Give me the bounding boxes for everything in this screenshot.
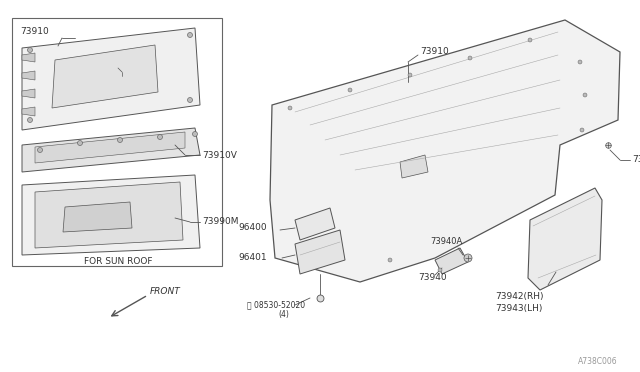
Circle shape <box>464 254 472 262</box>
Circle shape <box>583 93 587 97</box>
Text: FOR SUN ROOF: FOR SUN ROOF <box>84 257 152 266</box>
Text: 73910: 73910 <box>20 28 49 36</box>
Circle shape <box>38 148 42 153</box>
Circle shape <box>77 141 83 145</box>
Text: FRONT: FRONT <box>150 288 180 296</box>
Text: (4): (4) <box>278 311 289 320</box>
Circle shape <box>28 118 33 122</box>
Polygon shape <box>22 89 35 98</box>
Polygon shape <box>22 128 200 172</box>
Text: 73943(LH): 73943(LH) <box>495 304 542 312</box>
Polygon shape <box>270 20 620 282</box>
Circle shape <box>157 135 163 140</box>
Circle shape <box>193 131 198 137</box>
Polygon shape <box>295 230 345 274</box>
Text: A738C006: A738C006 <box>579 357 618 366</box>
Circle shape <box>28 48 33 52</box>
Polygon shape <box>22 71 35 80</box>
Text: Ⓢ 08530-52020: Ⓢ 08530-52020 <box>247 301 305 310</box>
Polygon shape <box>35 182 183 248</box>
Circle shape <box>438 268 442 272</box>
Text: 73940: 73940 <box>418 273 447 282</box>
Polygon shape <box>400 155 428 178</box>
Polygon shape <box>35 132 185 163</box>
Polygon shape <box>52 45 158 108</box>
Circle shape <box>528 38 532 42</box>
Polygon shape <box>295 208 335 240</box>
Circle shape <box>288 106 292 110</box>
Polygon shape <box>22 175 200 255</box>
Circle shape <box>580 128 584 132</box>
Polygon shape <box>528 188 602 290</box>
Circle shape <box>408 73 412 77</box>
Text: 73910V: 73910V <box>202 151 237 160</box>
Text: 73940A: 73940A <box>430 237 462 247</box>
Text: 73910: 73910 <box>420 48 449 57</box>
Text: 96400: 96400 <box>238 224 267 232</box>
Text: 73910F: 73910F <box>632 155 640 164</box>
Bar <box>12 18 222 266</box>
Circle shape <box>578 60 582 64</box>
Polygon shape <box>22 107 35 116</box>
Circle shape <box>468 56 472 60</box>
Text: 73942(RH): 73942(RH) <box>495 292 543 301</box>
Circle shape <box>388 258 392 262</box>
Circle shape <box>188 32 193 38</box>
Circle shape <box>118 138 122 142</box>
Circle shape <box>188 97 193 103</box>
Circle shape <box>348 88 352 92</box>
Polygon shape <box>22 53 35 62</box>
Polygon shape <box>435 248 468 274</box>
Text: 73990M: 73990M <box>202 218 239 227</box>
Text: 96401: 96401 <box>238 253 267 263</box>
Polygon shape <box>22 28 200 130</box>
Polygon shape <box>63 202 132 232</box>
